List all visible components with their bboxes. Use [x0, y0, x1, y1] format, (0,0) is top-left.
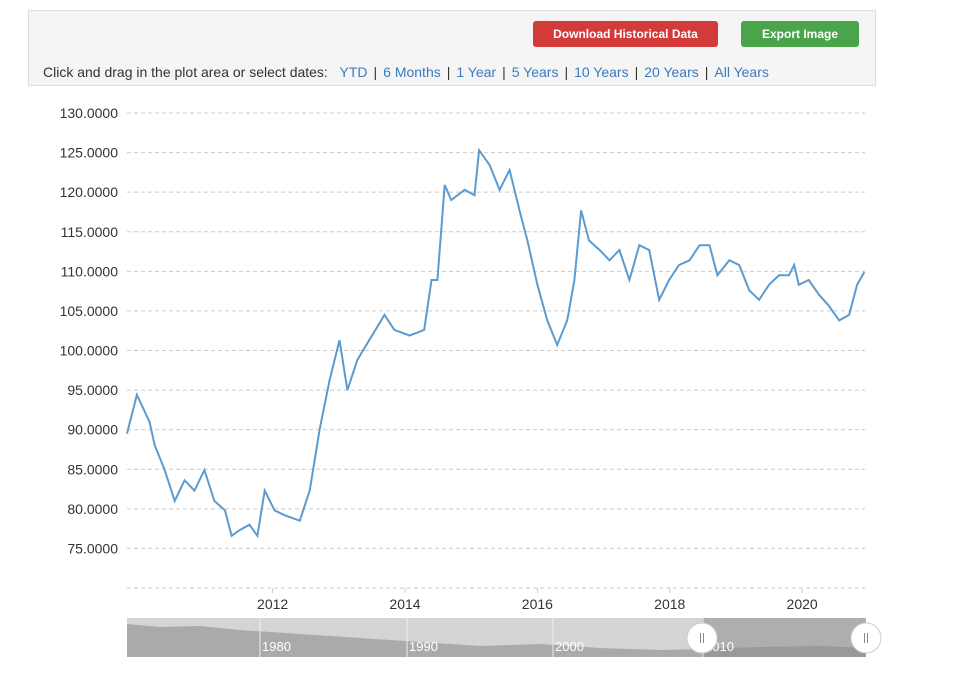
navigator-handle[interactable]	[850, 622, 882, 654]
y-tick-label: 80.0000	[67, 501, 118, 517]
y-tick-label: 130.0000	[60, 105, 119, 121]
x-tick-label: 2016	[522, 596, 553, 612]
range-link[interactable]: 10 Years	[574, 64, 629, 80]
navigator-window	[702, 618, 866, 657]
navigator-label: 2000	[555, 639, 584, 654]
y-tick-label: 110.0000	[61, 263, 119, 279]
separator: |	[704, 64, 709, 80]
range-link[interactable]: 1 Year	[456, 64, 497, 80]
range-link[interactable]: All Years	[714, 64, 769, 80]
x-tick-label: 2014	[389, 596, 420, 612]
range-row: Click and drag in the plot area or selec…	[43, 64, 769, 80]
export-button[interactable]: Export Image	[741, 21, 859, 47]
separator: |	[373, 64, 378, 80]
navigator-area	[127, 624, 866, 657]
separator: |	[564, 64, 569, 80]
navigator-label: 1980	[262, 639, 291, 654]
range-link[interactable]: YTD	[339, 64, 368, 80]
separator: |	[502, 64, 506, 80]
x-tick-label: 2012	[257, 596, 288, 612]
range-link[interactable]: 20 Years	[644, 64, 699, 80]
line	[126, 147, 866, 539]
toolbar: Download Historical Data Export Image Cl…	[28, 10, 876, 86]
y-tick-label: 105.0000	[60, 303, 119, 319]
y-tick-label: 90.0000	[67, 422, 118, 438]
navigator-handle[interactable]	[686, 622, 718, 654]
prompt: Click and drag in the plot area or selec…	[43, 64, 328, 80]
x-tick-label: 2018	[654, 596, 685, 612]
range-link[interactable]: 5 Years	[511, 64, 559, 80]
range-link[interactable]: 6 Months	[383, 64, 441, 80]
y-tick-label: 120.0000	[60, 184, 119, 200]
y-tick-label: 75.0000	[67, 540, 118, 556]
y-tick-label: 115.0000	[61, 224, 119, 240]
download-button[interactable]: Download Historical Data	[533, 21, 718, 47]
navigator-label: 1990	[409, 639, 438, 654]
separator: |	[446, 64, 451, 80]
x-tick-label: 2020	[787, 596, 818, 612]
y-tick-label: 85.0000	[67, 461, 118, 477]
y-tick-label: 95.0000	[67, 382, 118, 398]
y-tick-label: 100.0000	[60, 343, 119, 359]
y-tick-label: 125.0000	[60, 145, 119, 161]
separator: |	[634, 64, 639, 80]
